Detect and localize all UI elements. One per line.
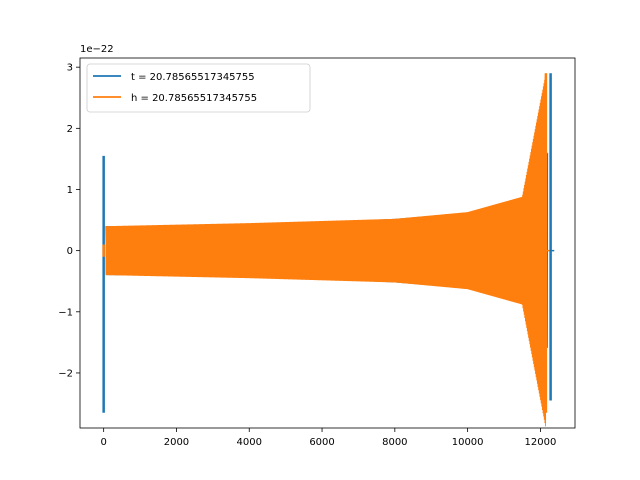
x-tick-label: 12000: [525, 437, 557, 448]
legend-label-1: h = 20.78565517345755: [131, 93, 257, 104]
y-tick-label: 0: [67, 246, 73, 257]
axes-frame: [79, 57, 576, 429]
x-tick-label: 8000: [382, 437, 407, 448]
legend-box: [86, 63, 311, 113]
y-tick-label: 3: [67, 63, 73, 74]
plot-area: [102, 73, 555, 427]
x-tick-label: 6000: [309, 437, 334, 448]
legend: t = 20.78565517345755 h = 20.785655173457…: [86, 63, 311, 113]
y-tick-label: −2: [58, 368, 73, 379]
axes: 0 2000 4000 6000 8000 10000 12000 −2 −1 0 1 2 3: [58, 57, 576, 448]
x-tick-label: 4000: [237, 437, 262, 448]
series-1-waveform: [105, 73, 547, 427]
y-tick-label: −1: [58, 307, 73, 318]
legend-label-0: t = 20.78565517345755: [131, 72, 255, 83]
x-tick-label: 10000: [452, 437, 484, 448]
x-tick-label: 2000: [164, 437, 189, 448]
x-tick-label: 0: [100, 437, 106, 448]
y-offset-label: 1e−22: [80, 44, 114, 55]
y-tick-label: 2: [67, 124, 73, 135]
y-tick-label: 1: [67, 185, 73, 196]
